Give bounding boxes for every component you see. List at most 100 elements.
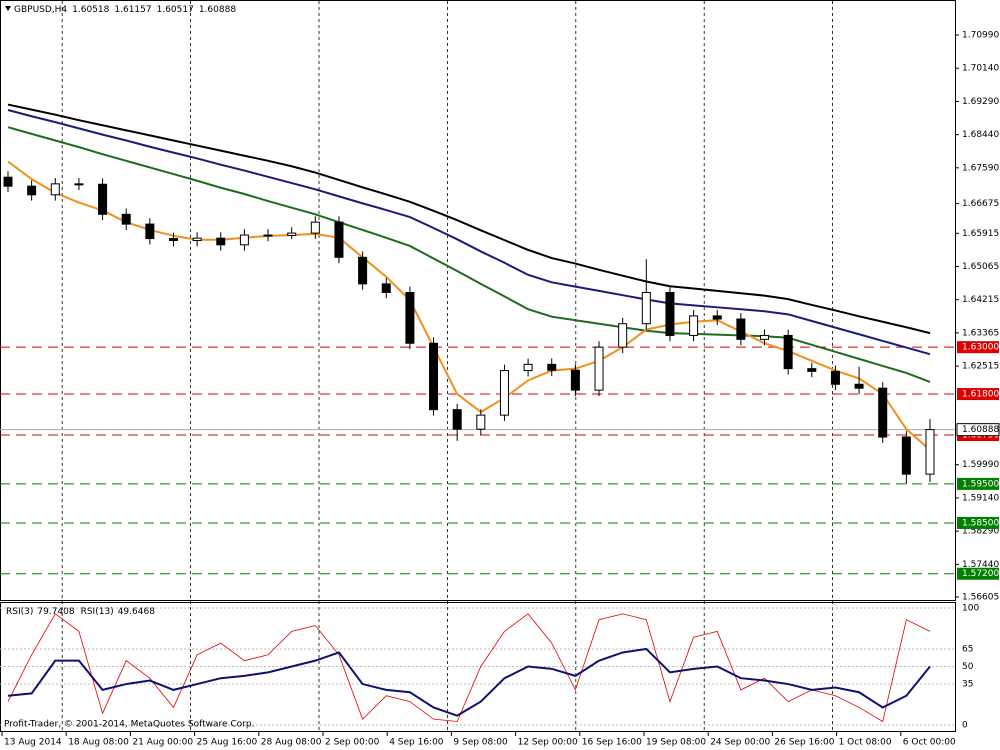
rsi-name: RSI(13) (81, 607, 114, 617)
x-tick-label: 6 Oct 00:00 (903, 738, 956, 748)
rsi-tick-label: 0 (962, 721, 968, 731)
ohlc-value: 1.61157 (114, 5, 151, 15)
candle-body (523, 363, 533, 372)
candle-body (712, 315, 722, 320)
candle-body (452, 409, 462, 430)
level-label: 1.59500 (962, 479, 999, 489)
candle-body (3, 176, 13, 187)
rsi-last-value: 79.7408 (37, 607, 74, 617)
x-tick-label: 19 Sep 08:00 (646, 738, 706, 748)
y-tick-label: 1.65065 (962, 262, 999, 272)
y-tick-label: 1.63365 (962, 328, 999, 338)
candle-body (74, 183, 84, 186)
current-price-label: 1.60888 (962, 425, 999, 435)
rsi-last-value: 49.6468 (118, 607, 155, 617)
candle-body (239, 234, 249, 246)
candle-body (334, 221, 344, 258)
candle-body (830, 370, 840, 385)
level-label-box (957, 341, 999, 354)
x-tick-label: 13 Aug 2014 (4, 738, 62, 748)
ohlc-value: 1.60518 (72, 5, 109, 15)
candle-body (168, 238, 178, 242)
x-tick-label: 16 Sep 16:00 (582, 738, 642, 748)
candle-body (665, 291, 675, 336)
y-tick-label: 1.59990 (962, 460, 999, 470)
moving-average (7, 109, 931, 356)
y-tick-label: 1.59140 (962, 493, 999, 503)
y-tick-label: 1.62515 (962, 362, 999, 372)
candle-body (381, 283, 391, 293)
x-tick-label: 1 Oct 08:00 (839, 738, 892, 748)
y-tick-label: 1.69290 (962, 97, 999, 107)
candle-body (618, 323, 628, 348)
y-tick-label: 1.70140 (962, 64, 999, 74)
rsi-tick-label: 35 (962, 680, 973, 690)
candle-body (263, 234, 273, 237)
candle-body (476, 414, 486, 430)
ohlc-value: 1.60888 (199, 5, 236, 15)
candle-body (358, 256, 368, 285)
rsi-legend: RSI(3) 79.7408 RSI(13) 49.6468 (6, 607, 155, 617)
rsi-tick-label: 100 (962, 604, 979, 614)
moving-average (7, 160, 931, 451)
candle-body (689, 315, 699, 336)
candle-body (27, 185, 37, 196)
ohlc-value: 1.60517 (157, 5, 194, 15)
price-panel (0, 0, 956, 601)
y-tick-label: 1.68440 (962, 130, 999, 140)
level-label: 1.63000 (962, 343, 999, 353)
candle-body (783, 334, 793, 370)
candle-body (50, 183, 60, 196)
rsi-line (7, 613, 931, 723)
candle-body (216, 237, 226, 246)
candle-body (807, 368, 817, 372)
candle-body (121, 213, 131, 225)
rsi-tick-label: 50 (962, 662, 974, 672)
x-tick-label: 21 Aug 00:00 (132, 738, 193, 748)
level-label-box (957, 477, 999, 490)
candle-body (736, 318, 746, 340)
candle-body (760, 334, 770, 340)
candle-body (405, 291, 415, 344)
y-tick-label: 1.65915 (962, 229, 999, 239)
symbol-icon (5, 6, 11, 11)
x-tick-label: 9 Sep 08:00 (453, 738, 508, 748)
rsi-line (7, 647, 931, 717)
level-label: 1.58500 (962, 518, 999, 528)
candle-body (429, 342, 439, 411)
candle-body (854, 383, 864, 389)
moving-average (7, 103, 931, 335)
y-tick-label: 1.56605 (962, 592, 999, 602)
candle-body (570, 369, 580, 391)
level-label-box (957, 516, 999, 529)
moving-average (7, 126, 931, 383)
x-tick-label: 24 Sep 00:00 (710, 738, 770, 748)
y-tick-label: 1.67590 (962, 163, 999, 173)
y-tick-label: 1.70990 (962, 31, 999, 41)
x-tick-label: 4 Sep 16:00 (389, 738, 444, 748)
level-label: 1.57200 (962, 569, 999, 579)
candle-body (594, 346, 604, 391)
rsi-name: RSI(3) (6, 607, 33, 617)
x-tick-label: 18 Aug 08:00 (68, 738, 129, 748)
candle-body (145, 223, 155, 240)
x-tick-label: 12 Sep 00:00 (518, 738, 578, 748)
x-tick-label: 2 Sep 00:00 (325, 738, 380, 748)
candle-body (287, 232, 297, 236)
copyright-footer: Profit-Trader, © 2001-2014, MetaQuotes S… (4, 720, 254, 730)
candle-body (641, 291, 651, 325)
y-tick-label: 1.66675 (962, 199, 999, 209)
chart-header: GBPUSD,H4 1.60518 1.61157 1.60517 1.60888 (14, 5, 236, 15)
level-label-box (957, 567, 999, 580)
current-price-box (956, 423, 1000, 437)
candle-body (499, 370, 509, 416)
x-tick-label: 25 Aug 16:00 (197, 738, 258, 748)
rsi-tick-label: 65 (962, 644, 973, 654)
candle-body (547, 363, 557, 371)
candle-body (192, 237, 202, 242)
y-tick-label: 1.57440 (962, 560, 999, 570)
candle-body (98, 183, 108, 215)
candle-body (901, 436, 911, 475)
x-tick-label: 26 Sep 16:00 (774, 738, 834, 748)
